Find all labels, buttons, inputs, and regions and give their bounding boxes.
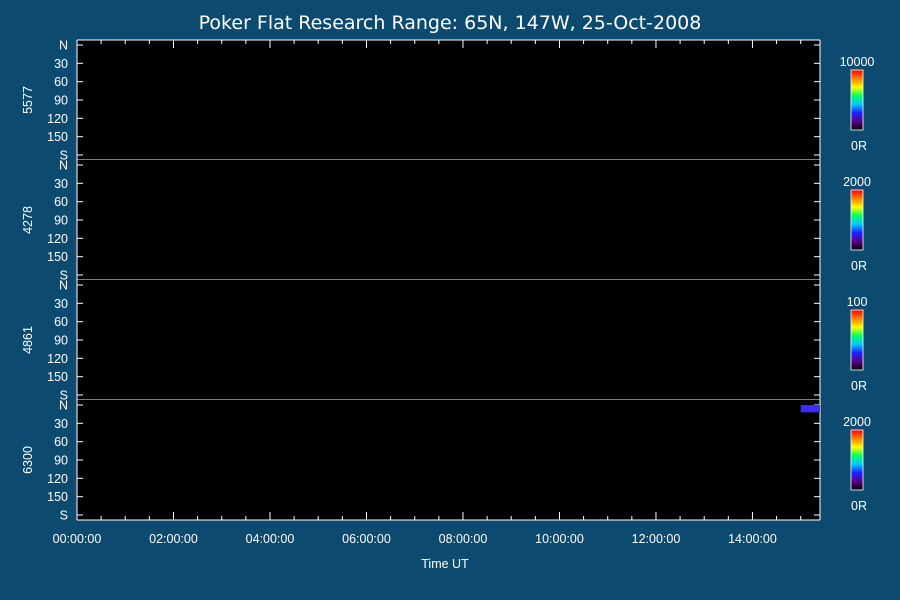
y-tick-label: N (59, 399, 68, 413)
y-tick-label: 90 (54, 454, 68, 468)
x-tick-label: 12:00:00 (632, 532, 681, 546)
y-tick-label: 120 (47, 232, 68, 246)
keogram-panel-4278: N 30 60 90 120 150 S 4278 2000 0R (21, 159, 871, 283)
panel-plot-area (77, 400, 820, 520)
y-tick-label: 90 (54, 214, 68, 228)
panel-plot-area (77, 40, 820, 160)
y-tick-label: 150 (47, 370, 68, 384)
panel-plot-area (77, 160, 820, 280)
y-tick-label: N (59, 159, 68, 173)
y-tick-label: 60 (54, 75, 68, 89)
y-tick-label: 60 (54, 315, 68, 329)
y-tick-label: 30 (54, 57, 68, 71)
colorbar-min-label: 0R (851, 379, 867, 393)
y-tick-label: 150 (47, 490, 68, 504)
keogram-panel-4861: N 30 60 90 120 150 S 4861 100 0R (21, 279, 867, 403)
y-tick-label: 90 (54, 94, 68, 108)
y-tick-label: S (60, 389, 68, 403)
colorbar (850, 69, 864, 131)
y-tick-label: N (59, 39, 68, 53)
keogram-panel-5577: N 30 60 90 120 150 S 5577 10000 0R (21, 39, 874, 163)
panel-label: 4278 (21, 206, 35, 234)
keogram-panel-6300: N 30 60 90 120 150 S 6300 2000 0R (21, 399, 871, 523)
y-tick-label: 30 (54, 417, 68, 431)
x-axis-label: Time UT (421, 557, 469, 571)
x-tick-label: 00:00:00 (53, 532, 102, 546)
x-tick-label: 08:00:00 (439, 532, 488, 546)
y-tick-label: N (59, 279, 68, 293)
panel-label: 4861 (21, 326, 35, 354)
y-tick-label: 60 (54, 435, 68, 449)
colorbar-min-label: 0R (851, 499, 867, 513)
panel-label: 5577 (21, 86, 35, 114)
y-tick-label: S (60, 269, 68, 283)
panel-plot-area (77, 280, 820, 400)
y-tick-label: S (60, 149, 68, 163)
colorbar (850, 189, 864, 251)
y-tick-label: 30 (54, 297, 68, 311)
chart-title: Poker Flat Research Range: 65N, 147W, 25… (199, 12, 702, 34)
y-tick-label: S (60, 509, 68, 523)
x-tick-label: 14:00:00 (728, 532, 777, 546)
colorbar-max-label: 2000 (843, 415, 871, 429)
colorbar-max-label: 2000 (843, 175, 871, 189)
panel-label: 6300 (21, 446, 35, 474)
y-tick-label: 150 (47, 250, 68, 264)
y-tick-label: 150 (47, 130, 68, 144)
colorbar-max-label: 100 (847, 295, 868, 309)
y-tick-label: 120 (47, 352, 68, 366)
y-tick-label: 60 (54, 195, 68, 209)
colorbar-min-label: 0R (851, 139, 867, 153)
colorbar-max-label: 10000 (840, 55, 875, 69)
x-tick-label: 06:00:00 (342, 532, 391, 546)
colorbar-min-label: 0R (851, 259, 867, 273)
y-tick-label: 30 (54, 177, 68, 191)
emission-patch (800, 405, 820, 413)
y-tick-label: 90 (54, 334, 68, 348)
colorbar (850, 309, 864, 371)
colorbar (850, 429, 864, 491)
y-tick-label: 120 (47, 472, 68, 486)
x-tick-label: 04:00:00 (246, 532, 295, 546)
y-tick-label: 120 (47, 112, 68, 126)
x-tick-label: 02:00:00 (149, 532, 198, 546)
x-tick-label: 10:00:00 (535, 532, 584, 546)
